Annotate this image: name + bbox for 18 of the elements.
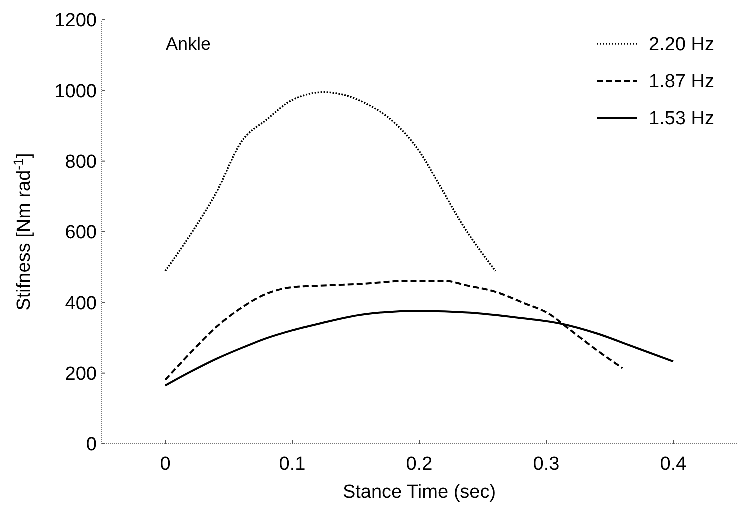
y-tick-label: 200 <box>65 364 97 385</box>
annotation: Ankle <box>166 34 212 54</box>
x-tick-label: 0.2 <box>406 454 433 475</box>
y-tick-label: 800 <box>65 152 97 173</box>
y-tick-label: 600 <box>65 222 97 244</box>
y-tick-label: 1200 <box>54 10 97 32</box>
x-tick-label: 0 <box>160 454 171 475</box>
y-tick-label: 400 <box>65 293 97 314</box>
legend-label: 1.87 Hz <box>649 72 714 93</box>
legend-label: 1.53 Hz <box>649 108 714 130</box>
x-tick-label: 0.3 <box>533 454 560 475</box>
x-tick-label: 0.1 <box>279 454 306 475</box>
x-axis-title: Stance Time (sec) <box>342 482 496 503</box>
y-tick-label: 1000 <box>54 81 97 102</box>
y-tick-label: 0 <box>86 434 97 456</box>
legend-label: 2.20 Hz <box>649 34 714 56</box>
line-series <box>164 92 497 272</box>
x-tick-label: 0.4 <box>660 454 688 475</box>
